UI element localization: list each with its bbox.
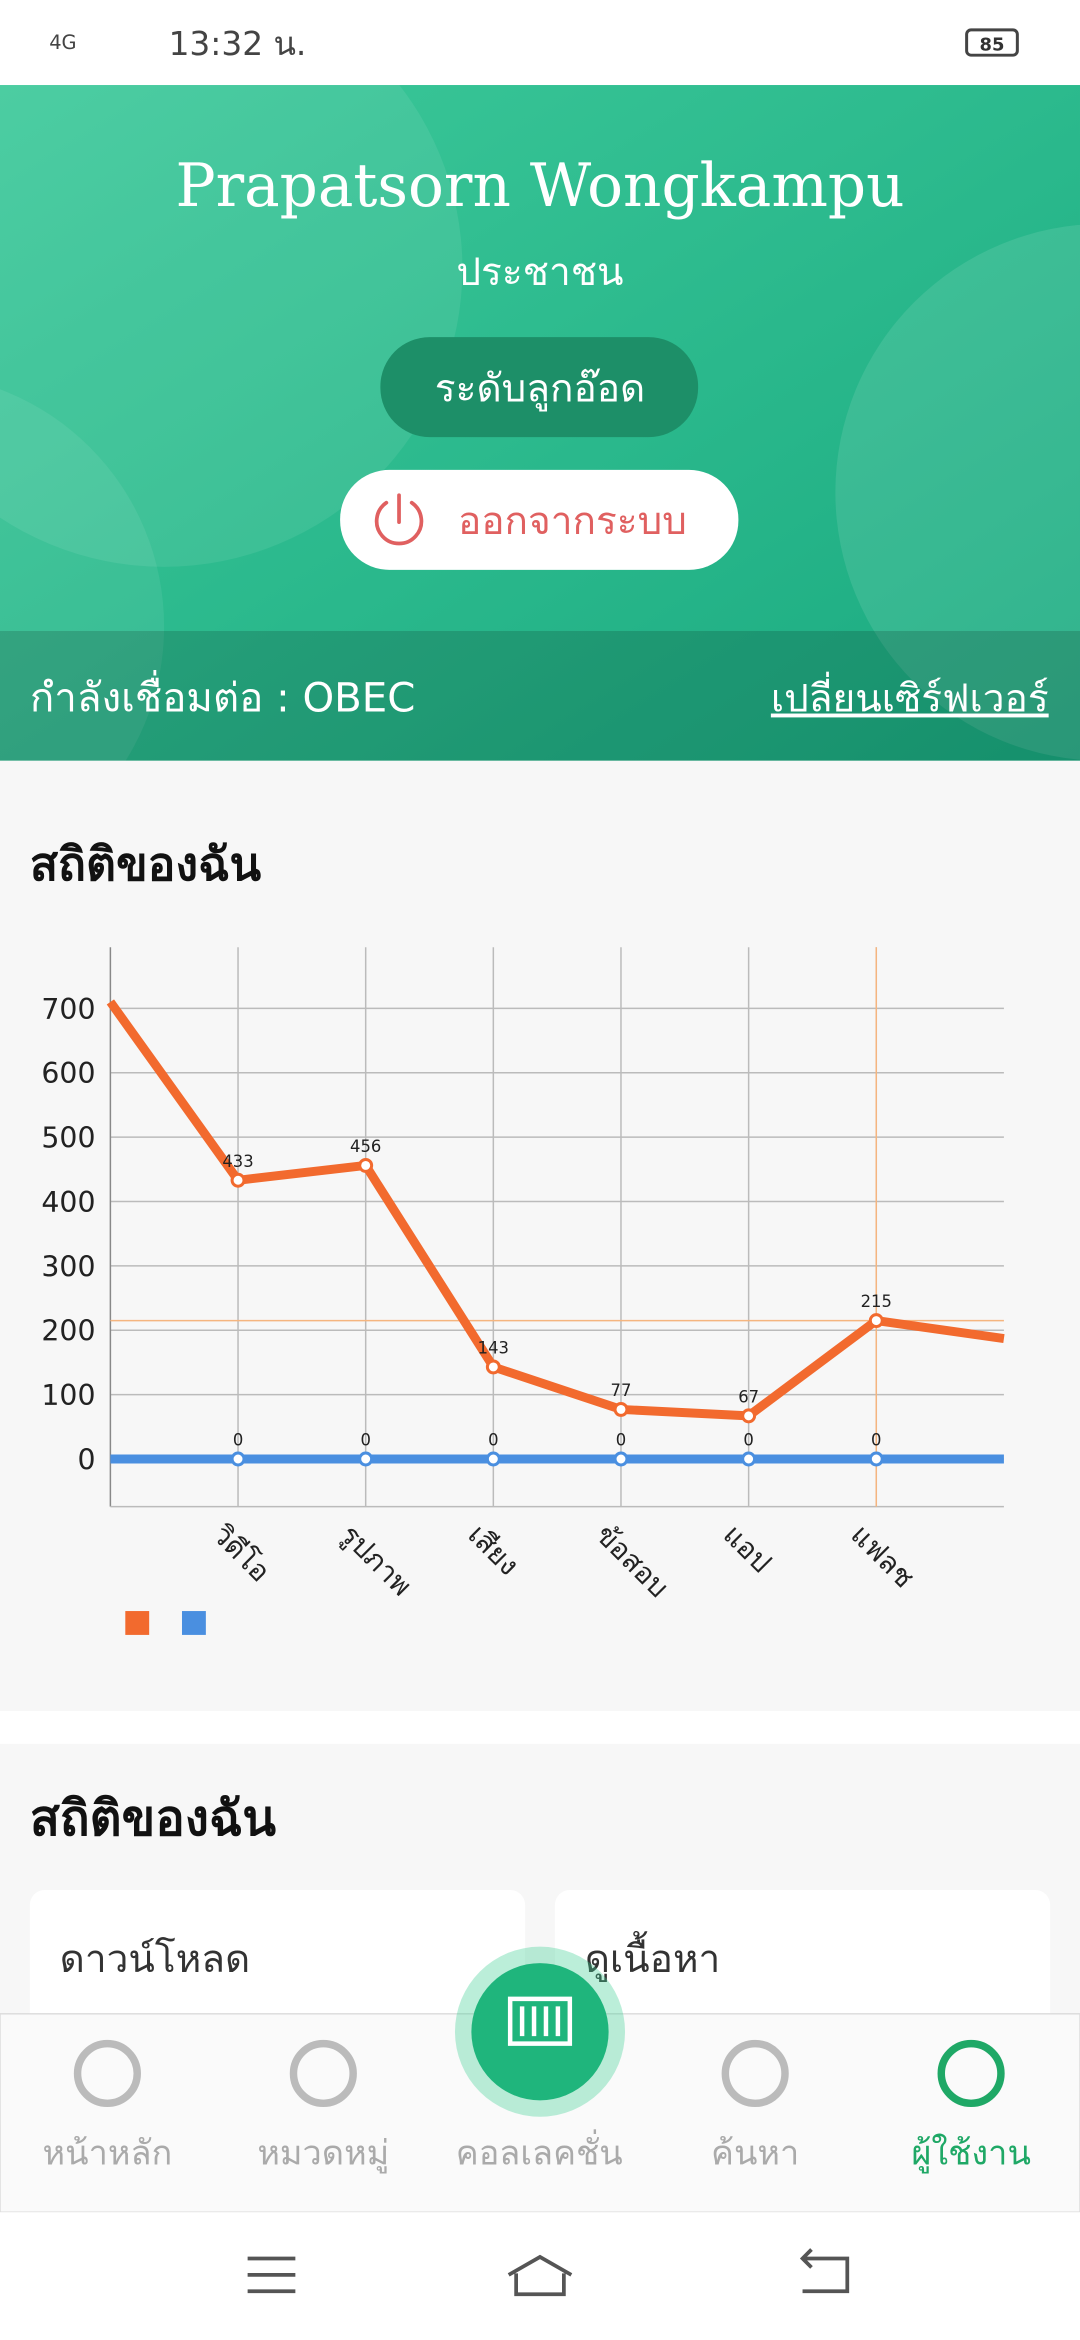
- point: [613, 1451, 629, 1467]
- fab-icon: [507, 1996, 573, 2046]
- y-tick-label: 0: [77, 1443, 95, 1476]
- point: [358, 1157, 374, 1173]
- user-role: ประชาชน: [456, 250, 623, 295]
- card-title: ดูเนื้อหา: [585, 1931, 721, 1982]
- chart: 0 100 200 300 400 500 600 700 วิดีโอ รูปภาพ เสียง ข…: [41, 947, 1005, 1635]
- data-label: 77: [611, 1381, 632, 1400]
- data-label: 0: [871, 1431, 881, 1450]
- logout-button[interactable]: [340, 469, 739, 570]
- x-tick-label: แอป: [717, 1518, 778, 1579]
- data-label: 0: [616, 1431, 626, 1450]
- point: [741, 1408, 757, 1424]
- network: 4G: [49, 31, 76, 54]
- divider: [0, 1710, 1080, 1744]
- nav-label: หน้าหลัก: [43, 2133, 173, 2173]
- point: [613, 1401, 629, 1417]
- nav-icon: [937, 2039, 1005, 2108]
- nav-items: หน้าหลัก หมวดหมู่ คอลเลคชั่น ค้นหา ผู้ใช้งาน: [43, 2039, 1031, 2173]
- system-nav: [0, 2212, 1080, 2340]
- y-tick-label: 400: [41, 1186, 95, 1219]
- point: [485, 1451, 501, 1467]
- decor: [0, 389, 165, 761]
- section-title: สถิติของฉัน: [30, 1789, 277, 1847]
- decor: [835, 224, 1080, 760]
- x-tick-label: รูปภาพ: [333, 1518, 418, 1603]
- point: [868, 1313, 884, 1329]
- y-tick-label: 500: [41, 1122, 95, 1155]
- nav-label: ค้นหา: [711, 2133, 799, 2173]
- data-label: 456: [350, 1137, 381, 1156]
- status-bar: [0, 0, 1080, 86]
- nav-icon: [289, 2039, 357, 2108]
- data-label: 67: [738, 1387, 759, 1406]
- change-server[interactable]: เปลี่ยนเซิร์ฟเวอร์: [771, 672, 1049, 722]
- card-title: ดาวน์โหลด: [60, 1937, 251, 1982]
- y-tick-label: 700: [41, 993, 95, 1026]
- point: [230, 1172, 246, 1188]
- data-label: 0: [360, 1431, 370, 1450]
- time: 13:32 น.: [169, 25, 307, 63]
- data-label: 215: [861, 1292, 892, 1311]
- user-name: Prapatsorn Wongkampu: [175, 152, 904, 221]
- decor: [0, 85, 463, 567]
- x-tick-label: วิดีโอ: [206, 1518, 276, 1588]
- fab[interactable]: [471, 1963, 609, 2101]
- nav-label: คอลเลคชั่น: [456, 2129, 623, 2173]
- point: [485, 1359, 501, 1375]
- power-icon: [374, 493, 424, 546]
- section-title: สถิติของฉัน: [30, 837, 262, 891]
- system-icons: [247, 2248, 850, 2297]
- connection-band: [0, 630, 1080, 761]
- y-tick-label: 600: [41, 1057, 95, 1090]
- battery-icon: [965, 28, 1019, 57]
- y-tick-label: 200: [41, 1315, 95, 1348]
- y-tick-label: 300: [41, 1250, 95, 1283]
- nav-icon: [721, 2039, 789, 2108]
- data-label: 0: [488, 1431, 498, 1450]
- nav-icon: [73, 2039, 141, 2108]
- x-tick-label: ข้อสอบ: [589, 1518, 675, 1604]
- point: [868, 1451, 884, 1467]
- legend-swatch: [125, 1611, 150, 1635]
- level-badge: [380, 337, 699, 438]
- point: [230, 1451, 246, 1467]
- logout-label: ออกจากระบบ: [458, 499, 687, 544]
- connection-label: กำลังเชื่อมต่อ : OBEC: [30, 670, 416, 722]
- level: ระดับลูกอ๊อด: [435, 366, 645, 411]
- point: [741, 1451, 757, 1467]
- data-label: 0: [233, 1431, 243, 1450]
- nav-label: หมวดหมู่: [257, 2133, 389, 2173]
- x-tick-label: เสียง: [462, 1518, 526, 1582]
- series-line: [106, 999, 1005, 1421]
- legend-swatch: [181, 1611, 206, 1635]
- point: [358, 1451, 374, 1467]
- data-label: 433: [222, 1152, 253, 1171]
- y-tick-label: 100: [41, 1379, 95, 1412]
- battery: 85: [980, 35, 1005, 56]
- x-tick-label: แฟลช: [844, 1518, 920, 1594]
- header: [0, 85, 1080, 761]
- nav-label: ผู้ใช้งาน: [911, 2133, 1031, 2173]
- data-label: 0: [743, 1431, 753, 1450]
- data-label: 143: [478, 1339, 509, 1358]
